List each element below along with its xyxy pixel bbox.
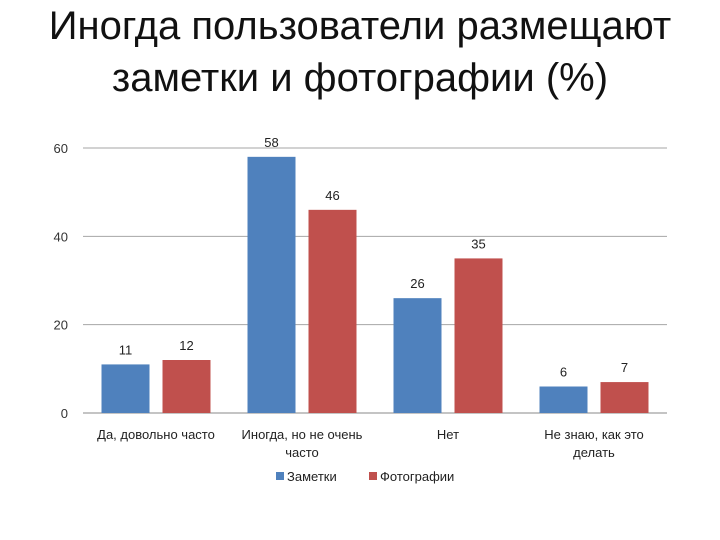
x-category-label: делать <box>573 445 615 460</box>
legend-swatch <box>369 472 377 480</box>
data-label: 7 <box>621 360 628 375</box>
chart-title-line-1: Иногда пользователи размещают <box>48 4 672 48</box>
bar-photos <box>162 360 211 413</box>
bar-photos <box>454 258 503 413</box>
data-label: 11 <box>119 342 133 357</box>
chart-title: Иногда пользователи размещают заметки и … <box>40 0 680 104</box>
data-label: 26 <box>410 276 424 291</box>
x-category-label: Нет <box>437 427 459 442</box>
bar-notes <box>247 156 296 414</box>
bar-notes <box>393 298 442 413</box>
legend-label: Заметки <box>287 469 337 484</box>
legend-label: Фотографии <box>380 469 454 484</box>
bar-notes <box>101 364 150 413</box>
y-tick-label: 40 <box>54 229 68 244</box>
y-tick-label: 0 <box>61 406 68 421</box>
data-label: 46 <box>325 188 339 203</box>
chart-title-line-2: заметки и фотографии (%) <box>111 56 609 100</box>
x-category-label: часто <box>285 445 319 460</box>
data-label: 35 <box>471 236 485 251</box>
x-category-label: Не знаю, как это <box>544 427 643 442</box>
x-category-label: Иногда, но не очень <box>242 427 363 442</box>
bar-notes <box>539 386 588 413</box>
legend-swatch <box>276 472 284 480</box>
data-label: 6 <box>560 365 567 380</box>
x-category-label: Да, довольно часто <box>97 427 215 442</box>
bar-photos <box>308 209 357 413</box>
bar-photos <box>600 382 649 413</box>
y-tick-label: 20 <box>54 318 68 333</box>
data-label: 12 <box>179 338 193 353</box>
data-label: 58 <box>264 135 278 150</box>
y-tick-label: 60 <box>54 141 68 156</box>
